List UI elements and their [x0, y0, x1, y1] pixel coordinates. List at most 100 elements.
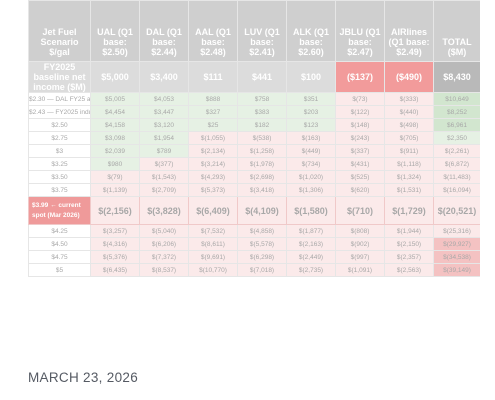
table-cell: $(29,927) — [433, 237, 480, 251]
table-cell: $(16,094) — [433, 183, 480, 197]
table-cell: $(1,020) — [286, 170, 336, 184]
table-cell: $4,053 — [139, 92, 189, 106]
table-cell: $(2,134) — [188, 144, 238, 158]
table-cell: $(2,563) — [384, 263, 434, 277]
table-cell: $351 — [286, 92, 336, 106]
table-cell: $(5,040) — [139, 224, 189, 238]
table-cell: $4,158 — [90, 118, 140, 132]
table-cell: $3,098 — [90, 131, 140, 145]
current-spot-row: $3.99 ← current spot (Mar 2026) $(2,156)… — [28, 196, 480, 225]
table-cell: $(808) — [335, 224, 385, 238]
baseline-row: FY2025 baseline net income ($M) $5,000 $… — [28, 61, 480, 93]
table-row: $2.43 — FY2025 industry avg $4,454 $3,44… — [28, 105, 480, 119]
table-cell: $(498) — [384, 118, 434, 132]
table-cell: $(538) — [237, 131, 287, 145]
fuel-scenario-table: Jet Fuel Scenario $/gal UAL (Q1 base: $2… — [28, 0, 480, 277]
table-cell: $441 — [237, 61, 287, 93]
table-cell: $(525) — [335, 170, 385, 184]
column-header: AIRlines (Q1 base: $2.49) — [384, 0, 434, 62]
table-header-row: Jet Fuel Scenario $/gal UAL (Q1 base: $2… — [28, 0, 480, 62]
table-cell: $8,430 — [433, 61, 480, 93]
row-label: $2.50 — [28, 118, 91, 132]
row-label: $2.43 — FY2025 industry avg — [28, 105, 91, 119]
table-cell: $(449) — [286, 144, 336, 158]
table-cell: $(122) — [335, 105, 385, 119]
table-container: Jet Fuel Scenario $/gal UAL (Q1 base: $2… — [28, 0, 480, 332]
table-cell: $(20,521) — [433, 196, 480, 225]
table-cell: $(4,109) — [237, 196, 287, 225]
table-cell: $(902) — [335, 237, 385, 251]
table-cell: $888 — [188, 92, 238, 106]
table-cell: $(2,709) — [139, 183, 189, 197]
table-cell: $(3,257) — [90, 224, 140, 238]
table-cell: $(11,483) — [433, 170, 480, 184]
table-cell: $(6,298) — [237, 250, 287, 264]
table-cell: $3,400 — [139, 61, 189, 93]
table-cell: $182 — [237, 118, 287, 132]
table-cell: $2,350 — [433, 131, 480, 145]
table-cell: $(1,877) — [286, 224, 336, 238]
table-cell: $8,252 — [433, 105, 480, 119]
table-cell: $(73) — [335, 92, 385, 106]
table-cell: $(243) — [335, 131, 385, 145]
table-cell: $(1,531) — [384, 183, 434, 197]
table-cell: $(1,139) — [90, 183, 140, 197]
table-cell: $(6,872) — [433, 157, 480, 171]
table-cell: $(9,691) — [188, 250, 238, 264]
table-row: $2.30 — DAL FY25 actual $5,005 $4,053 $8… — [28, 92, 480, 106]
table-cell: $25 — [188, 118, 238, 132]
table-cell: $758 — [237, 92, 287, 106]
row-label: $4.75 — [28, 250, 91, 264]
table-cell: $(2,357) — [384, 250, 434, 264]
table-cell: $383 — [237, 105, 287, 119]
row-label: FY2025 baseline net income ($M) — [28, 61, 91, 93]
table-cell: $(2,698) — [237, 170, 287, 184]
table-row: $2.50 $4,158 $3,120 $25 $182 $123 $(148)… — [28, 118, 480, 132]
table-cell: $(4,316) — [90, 237, 140, 251]
column-header: UAL (Q1 base: $2.50) — [90, 0, 140, 62]
column-header: JBLU (Q1 base: $2.47) — [335, 0, 385, 62]
table-cell: $(1,729) — [384, 196, 434, 225]
row-label: $2.30 — DAL FY25 actual — [28, 92, 91, 106]
table-cell: $(6,435) — [90, 263, 140, 277]
table-cell: $(1,580) — [286, 196, 336, 225]
column-header: ALK (Q1 base: $2.60) — [286, 0, 336, 62]
table-cell: $(734) — [286, 157, 336, 171]
table-cell: $(5,578) — [237, 237, 287, 251]
table-cell: $100 — [286, 61, 336, 93]
table-row: $3.25 $980 $(377) $(3,214) $(1,978) $(73… — [28, 157, 480, 171]
row-label: $2.75 — [28, 131, 91, 145]
table-cell: $(1,091) — [335, 263, 385, 277]
table-cell: $1,954 — [139, 131, 189, 145]
table-cell: $(431) — [335, 157, 385, 171]
row-label: $3.99 ← current spot (Mar 2026) — [28, 196, 91, 225]
column-header: TOTAL ($M) — [433, 0, 480, 62]
row-label: $5 — [28, 263, 91, 277]
table-cell: $(997) — [335, 250, 385, 264]
table-cell: $(1,543) — [139, 170, 189, 184]
table-cell: $(5,373) — [188, 183, 238, 197]
table-cell: $(8,537) — [139, 263, 189, 277]
column-header: AAL (Q1 base: $2.48) — [188, 0, 238, 62]
table-cell: $(4,858) — [237, 224, 287, 238]
row-label: $3.25 — [28, 157, 91, 171]
table-cell: ($490) — [384, 61, 434, 93]
table-row: $5 $(6,435) $(8,537) $(10,770) $(7,018) … — [28, 263, 480, 277]
table-row: $4.75 $(5,376) $(7,372) $(9,691) $(6,298… — [28, 250, 480, 264]
table-cell: $(7,018) — [237, 263, 287, 277]
table-cell: $(2,735) — [286, 263, 336, 277]
table-cell: $(2,449) — [286, 250, 336, 264]
post-date: MARCH 23, 2026 — [28, 370, 138, 385]
table-cell: $2,039 — [90, 144, 140, 158]
table-cell: $(148) — [335, 118, 385, 132]
row-label: $3.50 — [28, 170, 91, 184]
column-header: DAL (Q1 base: $2.44) — [139, 0, 189, 62]
table-row: $4.50 $(4,316) $(6,206) $(8,611) $(5,578… — [28, 237, 480, 251]
table-cell: $3,120 — [139, 118, 189, 132]
table-cell: $(8,611) — [188, 237, 238, 251]
table-cell: $(6,206) — [139, 237, 189, 251]
table-cell: $(6,409) — [188, 196, 238, 225]
table-cell: $5,005 — [90, 92, 140, 106]
table-cell: $789 — [139, 144, 189, 158]
table-cell: $(3,214) — [188, 157, 238, 171]
